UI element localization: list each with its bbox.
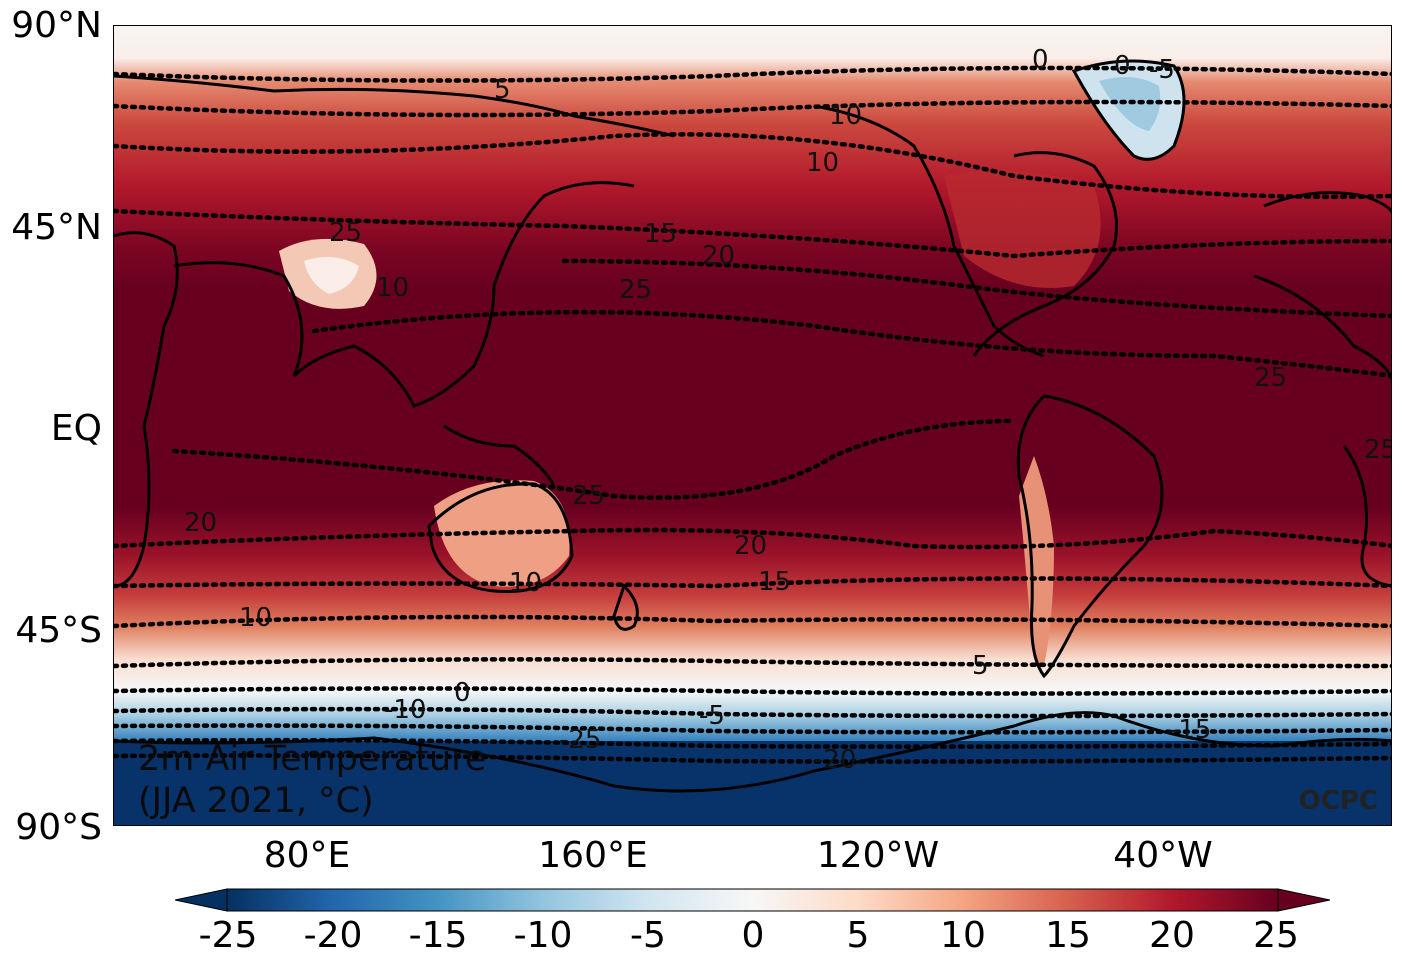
contour-label: 15 xyxy=(758,567,791,597)
colorbar-tick: 25 xyxy=(1253,915,1299,956)
lon-label-80e: 80°E xyxy=(263,835,351,876)
contour-label: 25 xyxy=(619,275,652,305)
contour-label: 5 xyxy=(972,651,989,681)
contour-label: 25 xyxy=(1254,363,1287,393)
colorbar-tick: -25 xyxy=(198,915,258,956)
temperature-field xyxy=(114,26,1391,825)
isotherms xyxy=(114,65,1391,764)
colorbar-tick: -5 xyxy=(630,915,666,956)
contour-label: 0 xyxy=(1114,51,1131,81)
colorbar-tick: -15 xyxy=(408,915,468,956)
colorbar-svg xyxy=(174,888,1331,912)
lon-label-120w: 120°W xyxy=(816,835,940,876)
contour-label: -20 xyxy=(814,745,856,775)
contour-label: 10 xyxy=(239,603,272,633)
lat-label-45n: 45°N xyxy=(11,207,102,248)
lat-label-eq: EQ xyxy=(50,408,102,449)
contour-label: 10 xyxy=(829,101,862,131)
contour-label: 15 xyxy=(644,219,677,249)
contour-label: 10 xyxy=(806,148,839,178)
lon-label-40w: 40°W xyxy=(1113,835,1213,876)
north-america-land xyxy=(944,170,1101,288)
map-title-line1: 2m Air Temperature xyxy=(138,739,487,779)
temperature-map: 5 0 0 -5 10 10 15 20 25 25 25 25 20 15 1… xyxy=(113,25,1392,826)
contour-label: 20 xyxy=(734,531,767,561)
ocpc-watermark: OCPC xyxy=(1298,786,1378,816)
lat-label-90s: 90°S xyxy=(15,807,102,848)
contour-label: 20 xyxy=(702,241,735,271)
colorbar xyxy=(174,888,1331,912)
lon-label-160e: 160°E xyxy=(538,835,648,876)
colorbar-tick: 20 xyxy=(1149,915,1195,956)
contour-label: -25 xyxy=(559,725,601,755)
colorbar-gradient xyxy=(226,888,1279,912)
contour-label: 0 xyxy=(1032,45,1049,75)
colorbar-max-arrow xyxy=(1277,888,1331,912)
tibet-core xyxy=(304,257,359,294)
contour-label: -15 xyxy=(1169,715,1211,745)
contour-label: -10 xyxy=(384,695,426,725)
contour-labels: 5 0 0 -5 10 10 15 20 25 25 25 25 20 15 1… xyxy=(184,45,1392,775)
contour-label: 10 xyxy=(376,273,409,303)
contour-label: 10 xyxy=(509,568,542,598)
contour-label: 0 xyxy=(454,678,471,708)
andes-land xyxy=(1019,456,1054,667)
contour-label: 25 xyxy=(329,218,362,248)
colorbar-tick: -20 xyxy=(303,915,363,956)
map-title-line2: (JJA 2021, °C) xyxy=(138,781,374,821)
map-svg: 5 0 0 -5 10 10 15 20 25 25 25 25 20 15 1… xyxy=(114,26,1392,825)
colorbar-tick: 15 xyxy=(1045,915,1091,956)
colorbar-min-arrow xyxy=(174,888,228,912)
contour-label: 25 xyxy=(572,481,605,511)
contour-label: 5 xyxy=(494,75,511,105)
contour-label: 20 xyxy=(184,508,217,538)
contour-label: 25 xyxy=(1364,435,1392,465)
colorbar-tick: 0 xyxy=(741,915,765,956)
lat-label-90n: 90°N xyxy=(11,5,102,46)
colorbar-tick: 10 xyxy=(940,915,986,956)
lat-label-45s: 45°S xyxy=(15,610,102,651)
colorbar-tick: 5 xyxy=(846,915,870,956)
antarctica-land xyxy=(114,741,1391,825)
map-title: 2m Air Temperature (JJA 2021, °C) xyxy=(138,738,486,822)
colorbar-tick: -10 xyxy=(513,915,573,956)
contour-label: -5 xyxy=(1149,55,1175,85)
contour-label: -5 xyxy=(699,701,725,731)
